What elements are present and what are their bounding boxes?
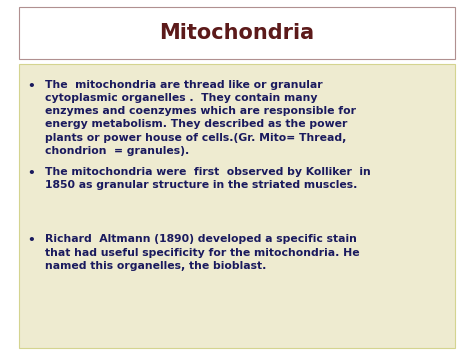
Text: •: • [27,80,35,93]
Text: Mitochondria: Mitochondria [159,23,315,43]
Text: The mitochondria were  first  observed by Kolliker  in
1850 as granular structur: The mitochondria were first observed by … [45,167,371,190]
FancyBboxPatch shape [19,7,455,59]
Text: •: • [27,167,35,180]
FancyBboxPatch shape [19,64,455,348]
Text: •: • [27,234,35,247]
Text: Richard  Altmann (1890) developed a specific stain
that had useful specificity f: Richard Altmann (1890) developed a speci… [45,234,360,271]
Text: The  mitochondria are thread like or granular
cytoplasmic organelles .  They con: The mitochondria are thread like or gran… [45,80,356,156]
